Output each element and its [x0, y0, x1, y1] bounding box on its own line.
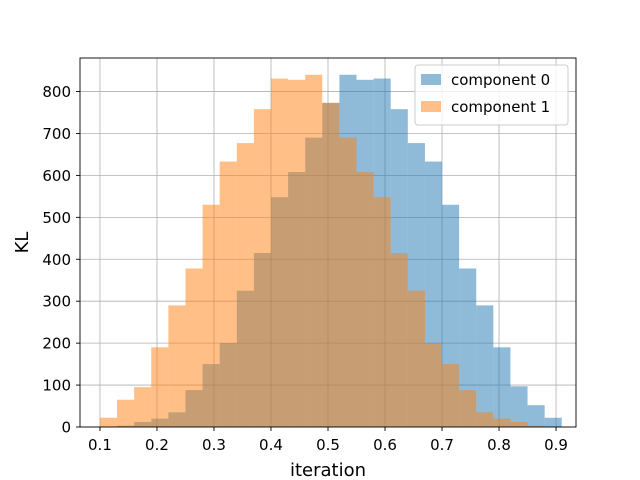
y-tick-label-1: 100 [42, 377, 71, 395]
x-tick-label-1: 0.2 [145, 436, 169, 454]
y-tick-label-0: 0 [61, 419, 71, 437]
bar-component-1-9 [253, 109, 271, 428]
bar-component-1-13 [322, 102, 340, 428]
y-tick-label-7: 700 [42, 125, 71, 143]
bar-component-1-19 [424, 343, 443, 427]
y-tick-label-5: 500 [42, 209, 71, 227]
y-tick-label-2: 200 [42, 335, 71, 353]
legend-swatch-1 [421, 101, 441, 112]
bar-component-0-26 [544, 417, 562, 427]
x-tick-label-8: 0.9 [544, 436, 568, 454]
bar-component-1-3 [151, 347, 169, 427]
bar-component-1-2 [134, 387, 152, 427]
bar-component-1-23 [493, 418, 511, 427]
legend-box [414, 64, 569, 126]
bar-component-1-16 [373, 197, 391, 427]
bar-component-1-11 [288, 79, 306, 428]
bar-component-0-22 [476, 305, 494, 427]
bar-component-1-6 [202, 204, 220, 427]
bar-component-1-4 [168, 305, 186, 427]
bar-component-1-15 [356, 172, 374, 427]
bar-component-1-1 [117, 399, 135, 427]
x-axis-title: iteration [290, 460, 366, 480]
bar-component-1-20 [442, 364, 460, 427]
bar-component-1-25 [527, 425, 545, 427]
x-tick-label-6: 0.7 [430, 436, 454, 454]
bar-component-1-8 [236, 143, 254, 428]
bar-component-1-12 [305, 74, 323, 427]
y-tick-label-3: 300 [42, 293, 71, 311]
y-tick-label-8: 800 [42, 83, 71, 101]
x-tick-label-2: 0.3 [202, 436, 226, 454]
y-tick-label-6: 600 [42, 167, 71, 185]
bar-component-1-10 [270, 78, 289, 427]
bar-component-0-23 [493, 347, 511, 427]
bar-component-1-14 [339, 137, 357, 427]
bar-component-1-21 [459, 390, 477, 427]
bar-component-1-17 [390, 252, 408, 427]
histogram-bars [99, 74, 562, 428]
bar-component-1-18 [407, 290, 425, 427]
bar-component-1-0 [99, 417, 118, 427]
bar-component-1-24 [510, 421, 528, 427]
y-tick-label-4: 400 [42, 251, 71, 269]
bar-component-0-25 [527, 405, 545, 427]
x-tick-label-7: 0.8 [487, 436, 511, 454]
legend: component 0 component 1 [414, 64, 569, 126]
bar-component-1-7 [219, 161, 237, 427]
x-tick-label-3: 0.4 [259, 436, 283, 454]
bar-component-1-5 [185, 268, 203, 427]
x-tick-label-5: 0.6 [373, 436, 397, 454]
legend-swatch-0 [421, 74, 441, 85]
bar-component-0-24 [510, 386, 528, 427]
axis-ticks: 0.1 0.2 0.3 0.4 0.5 0.6 0.7 0.8 0.9 0 100 200 300 400… [42, 83, 568, 454]
legend-label-0: component 0 [451, 71, 550, 89]
legend-label-1: component 1 [451, 98, 550, 116]
bar-component-1-22 [476, 412, 494, 427]
bar-component-0-21 [459, 268, 477, 427]
x-tick-label-4: 0.5 [316, 436, 340, 454]
x-tick-label-0: 0.1 [88, 436, 112, 454]
y-axis-title: KL [12, 232, 33, 254]
